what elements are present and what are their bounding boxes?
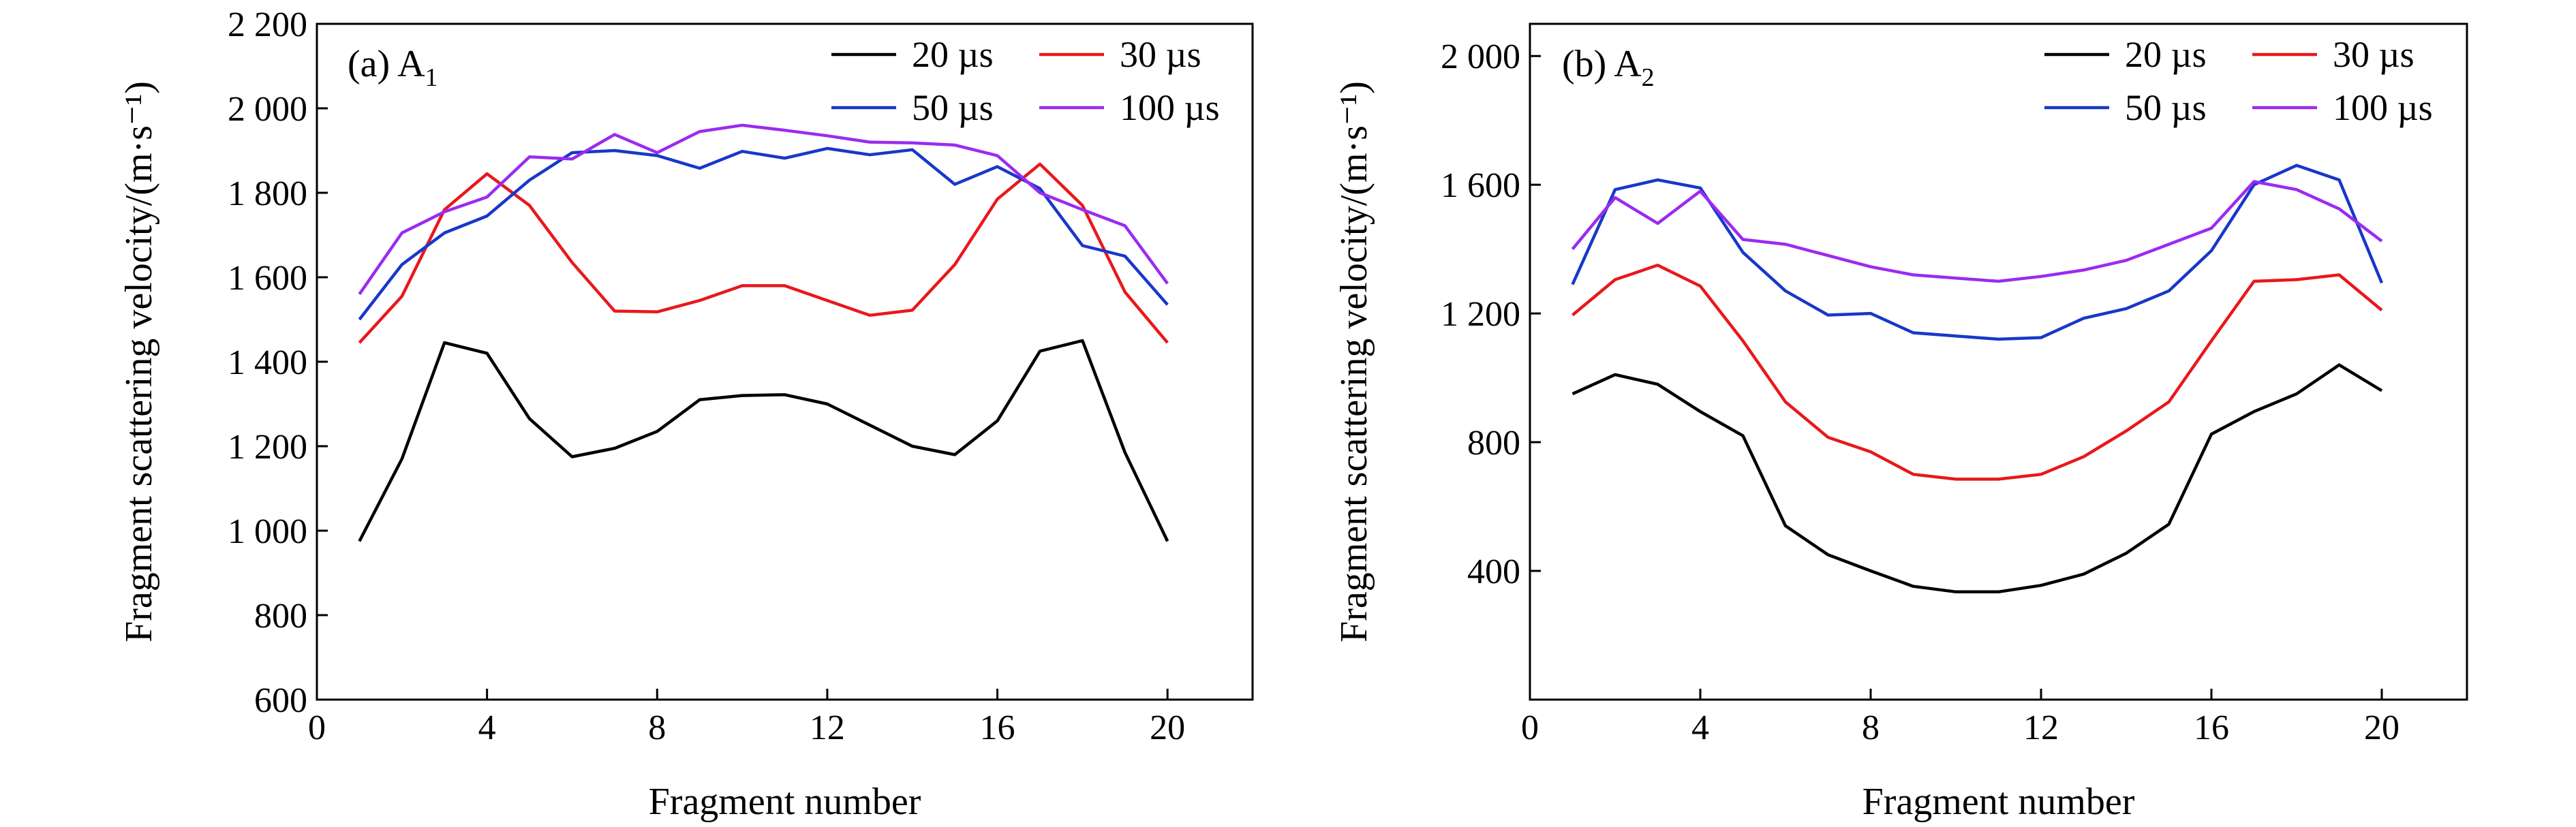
- series-line-20us: [1571, 363, 2383, 594]
- plot-frame: [1529, 22, 2468, 701]
- legend-entry: 100 µs: [2333, 87, 2433, 128]
- panel-label-main: (b) A: [1562, 43, 1642, 85]
- plot-frame: [316, 22, 1254, 701]
- series-line-50us: [1571, 163, 2384, 341]
- panel-label-main: (a) A: [348, 43, 425, 85]
- series-line-100us: [358, 123, 1169, 296]
- panel-label-subscript: 2: [1642, 63, 1655, 92]
- y-tick-label: 1 200: [1441, 295, 1520, 334]
- x-tick-label: 0: [308, 708, 326, 747]
- x-tick-label: 20: [1150, 708, 1185, 747]
- y-tick-label: 1 000: [228, 512, 307, 551]
- y-tick-label: 1 600: [228, 259, 307, 298]
- x-tick-label: 4: [1691, 708, 1709, 747]
- chart-panel-a: 0 4 8 12 16 20 600 800 1 000 1 200 1 400 1 600 1 800…: [118, 5, 1254, 823]
- y-tick-label: 800: [254, 597, 307, 636]
- series-line-100us: [1571, 180, 2383, 283]
- x-axis-label: Fragment number: [1862, 781, 2135, 823]
- chart-panel-b: 0 4 8 12 16 20 400 800 1 200 1 600 2 000 Fragment n…: [1333, 22, 2468, 823]
- x-tick-label: 16: [980, 708, 1015, 747]
- panel-label: (a) A1: [348, 43, 438, 92]
- y-tick-label: 400: [1467, 552, 1520, 591]
- panel-label-subscript: 1: [425, 63, 438, 92]
- x-tick-label: 0: [1521, 708, 1539, 747]
- y-tick-label: 2 000: [228, 90, 307, 129]
- legend-entry: 50 µs: [2125, 87, 2207, 128]
- y-tick-label: 1 600: [1441, 166, 1520, 205]
- legend-entry: 100 µs: [1120, 87, 1220, 128]
- legend-entry: 50 µs: [912, 87, 994, 128]
- x-tick-label: 16: [2194, 708, 2229, 747]
- y-tick-label: 600: [254, 681, 307, 720]
- y-axis-label: Fragment scattering velocity/(m·s⁻¹): [1333, 81, 1375, 642]
- x-tick-label: 12: [810, 708, 845, 747]
- legend-entry: 20 µs: [912, 34, 994, 75]
- legend-entry: 20 µs: [2125, 34, 2207, 75]
- panel-label: (b) A2: [1562, 43, 1655, 92]
- x-tick-label: 12: [2023, 708, 2059, 747]
- legend-entry: 30 µs: [2333, 34, 2414, 75]
- y-tick-label: 2 000: [1441, 37, 1520, 76]
- x-tick-label: 8: [1862, 708, 1880, 747]
- x-tick-label: 4: [478, 708, 496, 747]
- series-line-50us: [358, 146, 1169, 321]
- y-tick-label: 1 800: [228, 174, 307, 213]
- y-tick-label: 800: [1467, 424, 1520, 463]
- legend-entry: 30 µs: [1120, 34, 1201, 75]
- y-tick-label: 1 200: [228, 428, 307, 467]
- series-line-30us: [1571, 264, 2383, 481]
- series-line-30us: [358, 162, 1169, 344]
- y-tick-label: 1 400: [228, 343, 307, 382]
- y-axis-label: Fragment scattering velocity/(m·s⁻¹): [118, 81, 160, 642]
- y-tick-label: 2 200: [228, 5, 307, 44]
- series-line-20us: [358, 339, 1169, 542]
- x-tick-label: 20: [2364, 708, 2399, 747]
- x-axis-label: Fragment number: [649, 781, 921, 823]
- x-tick-label: 8: [648, 708, 666, 747]
